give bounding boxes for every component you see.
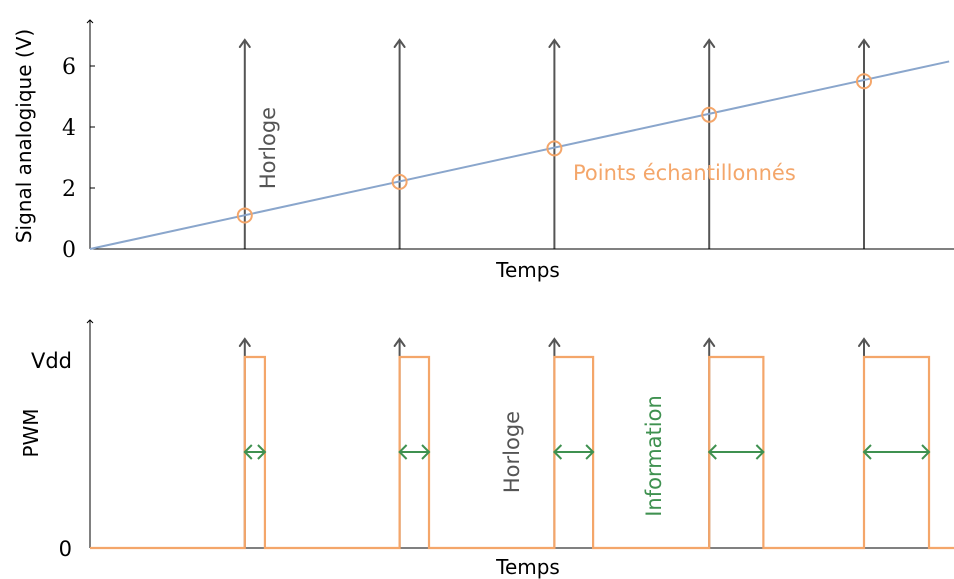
information-arrowhead-left [862, 444, 872, 460]
information-arrowhead-right [921, 444, 931, 460]
top-y-tick-label: 0 [62, 238, 76, 263]
information-arrow-2 [398, 444, 431, 460]
sample-point-1 [236, 207, 253, 224]
bottom-clock-arrowhead-5 [858, 337, 870, 347]
top-y-tick-label: 4 [62, 116, 76, 141]
information-arrow-1 [243, 444, 267, 460]
information-arrowhead-right [585, 444, 595, 460]
top-clock-arrowhead-1 [238, 38, 251, 48]
bottom-clock-arrowhead-1 [238, 337, 251, 347]
bottom-chart: 0 Vdd Temps PWM Horloge Information [19, 319, 954, 579]
information-arrowhead-right [257, 444, 267, 460]
sample-point-5 [856, 73, 872, 90]
top-y-tick-label: 6 [62, 55, 76, 80]
information-arrowhead-right [421, 444, 431, 460]
bottom-clock-label: Horloge [500, 411, 524, 493]
information-arrow-4 [707, 444, 765, 460]
information-width-arrows [243, 444, 931, 460]
top-signal-line [89, 60, 950, 250]
sample-point-4 [701, 106, 718, 123]
top-y-ticks: 0 2 4 6 [62, 55, 95, 263]
bottom-clock-arrowhead-3 [548, 337, 561, 347]
top-clock-arrowhead-2 [393, 38, 406, 48]
top-clock-arrowhead-5 [858, 38, 870, 48]
top-clock-label: Horloge [256, 107, 280, 189]
top-clock-arrowhead-4 [703, 38, 716, 48]
information-arrow-5 [862, 444, 931, 460]
top-clock-arrowhead-3 [548, 38, 561, 48]
bottom-clock-arrowhead-2 [393, 337, 406, 347]
analog-signal [89, 60, 950, 250]
information-arrowhead-left [552, 444, 563, 460]
bottom-y-tick-label: 0 [59, 537, 72, 561]
bottom-y-tick-label: Vdd [31, 349, 72, 373]
top-y-label: Signal analogique (V) [12, 29, 36, 243]
information-label: Information [642, 395, 666, 517]
information-arrowhead-left [243, 444, 253, 460]
top-clock-arrows [238, 38, 870, 249]
information-arrowhead-right [755, 444, 765, 460]
top-sample-points [236, 73, 872, 224]
top-chart: 0 2 4 6 Temps Signal analogique (V) Horloge… [12, 19, 954, 282]
top-x-label: Temps [495, 258, 560, 282]
information-arrowhead-left [707, 444, 717, 460]
bottom-y-ticks: 0 Vdd [31, 349, 72, 561]
bottom-x-label: Temps [495, 555, 560, 579]
information-arrowhead-left [398, 444, 408, 460]
sample-point-3 [546, 140, 563, 157]
bottom-clock-arrowhead-4 [703, 337, 716, 347]
information-arrow-3 [552, 444, 595, 460]
top-y-tick-label: 2 [62, 177, 76, 202]
sample-point-2 [391, 173, 408, 190]
bottom-y-label: PWM [19, 408, 43, 457]
samples-label: Points échantillonnés [573, 161, 796, 185]
